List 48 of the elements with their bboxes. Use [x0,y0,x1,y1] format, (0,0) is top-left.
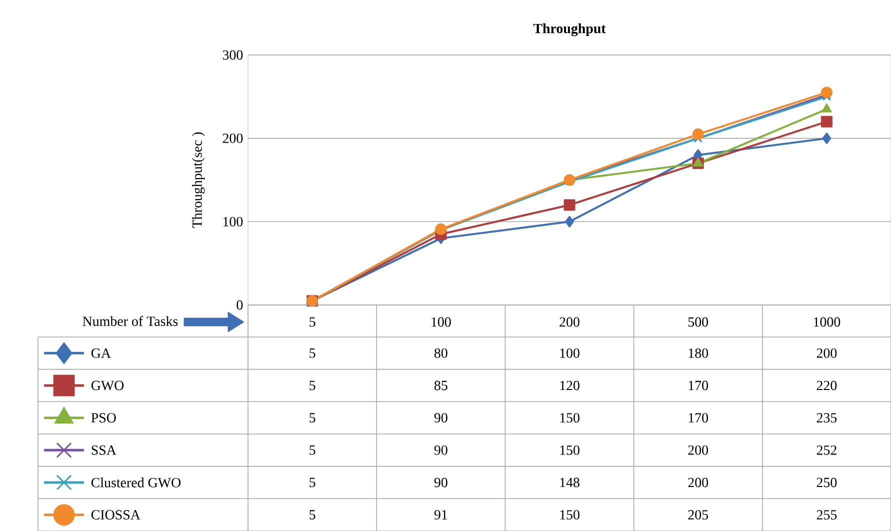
y-tick-label: 200 [222,134,243,144]
y-tick-label: 0 [236,300,243,310]
y-axis-title: Throughput(sec ) [192,132,205,228]
y-tick-label: 300 [222,50,243,60]
data-label: 5 [310,413,316,422]
data-label: 5 [310,446,316,455]
data-label: 5 [310,510,316,520]
data-label: 205 [688,510,708,520]
chart-title: Throughput [533,23,606,36]
data-label: 150 [560,413,580,423]
data-label: 180 [688,348,708,358]
data-label: 170 [688,380,708,390]
data-label: 5 [310,478,316,488]
x-tick-label: 200 [560,317,580,327]
x-tick-label: 500 [688,317,708,327]
data-label: 150 [560,445,580,455]
data-label: 5 [310,348,316,358]
text: Number of Tasks [82,316,178,326]
data-label: 255 [816,510,837,520]
data-label: 80 [434,348,448,358]
legend-label: SSA [92,445,116,455]
data-label: 250 [816,478,837,488]
legend-label: PSO [91,413,116,423]
data-label: 200 [816,348,837,358]
data-label: 91 [434,510,448,520]
data-label: 100 [560,348,580,358]
data-label: 235 [816,413,837,423]
data-label: 5 [310,380,316,390]
data-label: 90 [434,478,448,488]
data-label: 90 [434,445,448,455]
data-label: 220 [816,380,837,390]
data-label: 170 [688,413,708,423]
x-tick-label: 1000 [814,317,840,327]
y-tick-label: 100 [223,216,243,226]
data-label: 120 [560,380,580,390]
data-label: 150 [560,510,580,520]
data-label: 252 [816,445,836,455]
data-label: 90 [434,413,448,423]
data-label: 85 [434,380,448,390]
legend-label: GA [91,348,111,358]
legend-label: CIOSSA [91,510,140,520]
x-tick-label: 100 [432,317,451,327]
data-label: 148 [560,478,580,488]
x-tick-label: 5 [310,317,316,327]
legend-label: GWO [91,380,124,390]
data-label: 200 [688,445,708,455]
data-label: 200 [688,478,708,488]
legend-label: Clustered GWO [91,478,181,488]
